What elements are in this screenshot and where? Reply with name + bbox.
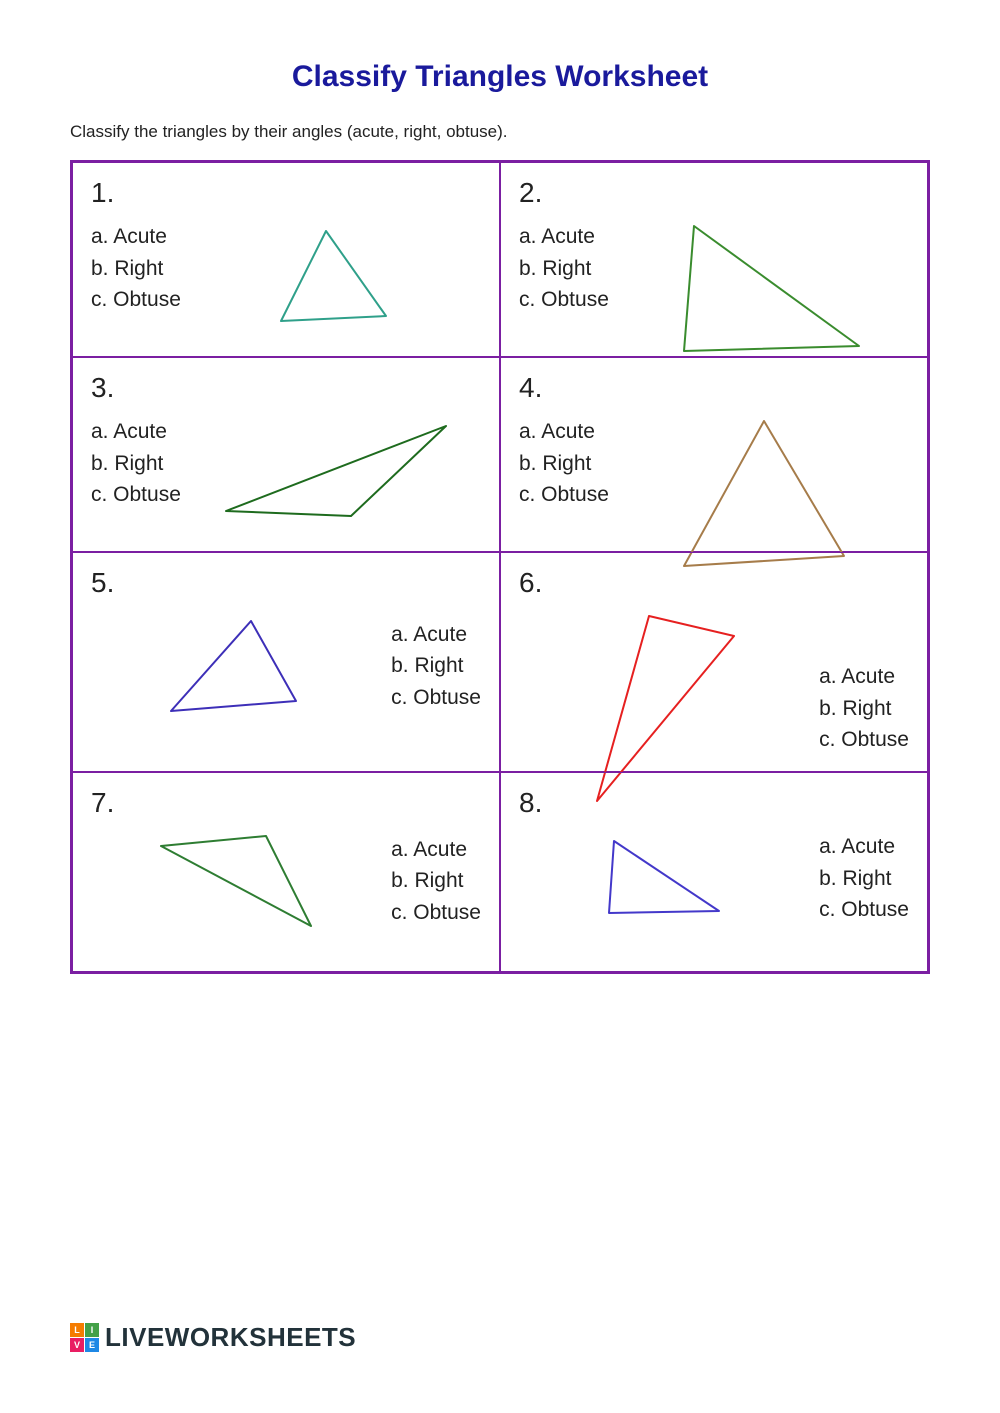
option-a[interactable]: a. Acute bbox=[91, 416, 181, 448]
logo-square: L bbox=[70, 1323, 84, 1337]
triangle-figure bbox=[91, 611, 381, 721]
triangle-figure bbox=[191, 221, 481, 331]
option-c[interactable]: c. Obtuse bbox=[819, 894, 909, 926]
question-cell: 5. a. Acuteb. Rightc. Obtuse bbox=[72, 552, 500, 772]
option-c[interactable]: c. Obtuse bbox=[519, 479, 609, 511]
option-b[interactable]: b. Right bbox=[819, 693, 909, 725]
option-b[interactable]: b. Right bbox=[91, 448, 181, 480]
option-c[interactable]: c. Obtuse bbox=[91, 479, 181, 511]
option-a[interactable]: a. Acute bbox=[391, 619, 481, 651]
triangle-figure bbox=[519, 833, 809, 923]
options-list: a. Acuteb. Rightc. Obtuse bbox=[819, 661, 909, 756]
question-number: 4. bbox=[519, 372, 909, 404]
options-list: a. Acuteb. Rightc. Obtuse bbox=[519, 221, 609, 316]
question-number: 6. bbox=[519, 567, 909, 599]
question-cell: 4. a. Acuteb. Rightc. Obtuse bbox=[500, 357, 928, 552]
option-c[interactable]: c. Obtuse bbox=[91, 284, 181, 316]
option-a[interactable]: a. Acute bbox=[519, 221, 609, 253]
footer: LIVE LIVEWORKSHEETS bbox=[70, 1322, 356, 1353]
question-cell: 3. a. Acuteb. Rightc. Obtuse bbox=[72, 357, 500, 552]
option-a[interactable]: a. Acute bbox=[519, 416, 609, 448]
options-list: a. Acuteb. Rightc. Obtuse bbox=[391, 619, 481, 714]
question-number: 8. bbox=[519, 787, 909, 819]
question-cell: 2. a. Acuteb. Rightc. Obtuse bbox=[500, 162, 928, 357]
question-number: 3. bbox=[91, 372, 481, 404]
option-c[interactable]: c. Obtuse bbox=[819, 724, 909, 756]
option-b[interactable]: b. Right bbox=[391, 865, 481, 897]
option-b[interactable]: b. Right bbox=[519, 253, 609, 285]
question-cell: 7. a. Acuteb. Rightc. Obtuse bbox=[72, 772, 500, 972]
option-b[interactable]: b. Right bbox=[391, 650, 481, 682]
option-b[interactable]: b. Right bbox=[519, 448, 609, 480]
option-a[interactable]: a. Acute bbox=[91, 221, 181, 253]
question-number: 5. bbox=[91, 567, 481, 599]
page-title: Classify Triangles Worksheet bbox=[70, 60, 930, 94]
option-c[interactable]: c. Obtuse bbox=[519, 284, 609, 316]
question-number: 1. bbox=[91, 177, 481, 209]
footer-brand: LIVEWORKSHEETS bbox=[105, 1322, 356, 1353]
triangle-figure bbox=[91, 831, 381, 931]
options-list: a. Acuteb. Rightc. Obtuse bbox=[91, 416, 181, 511]
logo-square: E bbox=[85, 1338, 99, 1352]
triangle-figure bbox=[191, 416, 481, 526]
option-a[interactable]: a. Acute bbox=[819, 831, 909, 863]
options-list: a. Acuteb. Rightc. Obtuse bbox=[819, 831, 909, 926]
option-c[interactable]: c. Obtuse bbox=[391, 897, 481, 929]
questions-grid: 1.a. Acuteb. Rightc. Obtuse2.a. Acuteb. … bbox=[70, 160, 930, 974]
triangle-figure bbox=[619, 221, 909, 361]
option-b[interactable]: b. Right bbox=[91, 253, 181, 285]
options-list: a. Acuteb. Rightc. Obtuse bbox=[91, 221, 181, 316]
options-list: a. Acuteb. Rightc. Obtuse bbox=[519, 416, 609, 511]
options-list: a. Acuteb. Rightc. Obtuse bbox=[391, 834, 481, 929]
logo-square: V bbox=[70, 1338, 84, 1352]
option-c[interactable]: c. Obtuse bbox=[391, 682, 481, 714]
question-number: 2. bbox=[519, 177, 909, 209]
logo-icon: LIVE bbox=[70, 1323, 99, 1352]
question-cell: 6. a. Acuteb. Rightc. Obtuse bbox=[500, 552, 928, 772]
instruction-text: Classify the triangles by their angles (… bbox=[70, 122, 930, 142]
option-b[interactable]: b. Right bbox=[819, 863, 909, 895]
question-cell: 1. a. Acuteb. Rightc. Obtuse bbox=[72, 162, 500, 357]
logo-square: I bbox=[85, 1323, 99, 1337]
option-a[interactable]: a. Acute bbox=[819, 661, 909, 693]
question-number: 7. bbox=[91, 787, 481, 819]
option-a[interactable]: a. Acute bbox=[391, 834, 481, 866]
question-cell: 8. a. Acuteb. Rightc. Obtuse bbox=[500, 772, 928, 972]
